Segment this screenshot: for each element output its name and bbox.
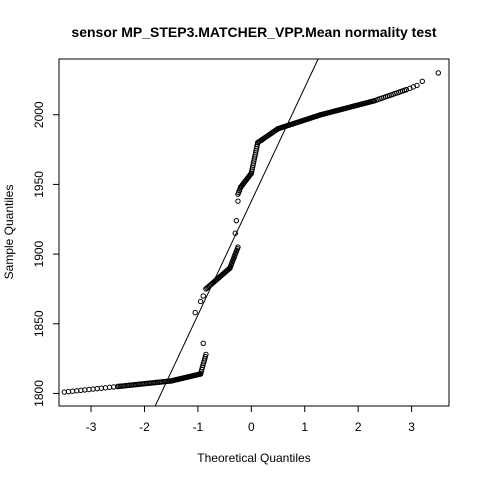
chart-title: sensor MP_STEP3.MATCHER_VPP.Mean normali… <box>71 24 436 40</box>
data-point <box>235 198 241 204</box>
y-tick-label: 2000 <box>32 101 46 128</box>
x-tick-label: 2 <box>355 420 362 434</box>
y-axis-label: Sample Quantiles <box>2 185 16 280</box>
x-tick-label: -1 <box>193 420 204 434</box>
x-tick-label: 0 <box>248 420 255 434</box>
data-point <box>197 298 204 305</box>
y-tick-label: 1850 <box>32 310 46 337</box>
data-point <box>232 230 239 236</box>
data-point <box>203 351 209 358</box>
data-point <box>435 70 442 76</box>
plot-marks: -3 -2 -1 0 1 2 3 1800 1850 1900 1950 2000 <box>32 59 442 434</box>
x-tick-label: 3 <box>408 420 415 434</box>
data-point <box>259 137 265 143</box>
data-point <box>200 293 206 299</box>
data-point <box>235 244 241 250</box>
x-tick-label: -3 <box>86 420 97 434</box>
data-point <box>192 309 198 316</box>
data-point <box>414 82 420 89</box>
x-tick-label: -2 <box>139 420 150 434</box>
data-point <box>419 78 425 84</box>
data-point <box>254 141 261 148</box>
reference-line <box>154 59 319 406</box>
data-point <box>247 171 254 177</box>
data-point <box>233 217 240 224</box>
x-tick-label: 1 <box>301 420 308 434</box>
data-point <box>200 340 206 346</box>
y-tick-label: 1900 <box>32 240 46 267</box>
y-tick-label: 1950 <box>32 171 46 198</box>
x-axis-label: Theoretical Quantiles <box>197 451 310 465</box>
y-tick-label: 1800 <box>32 380 46 407</box>
plot-frame <box>58 58 450 407</box>
